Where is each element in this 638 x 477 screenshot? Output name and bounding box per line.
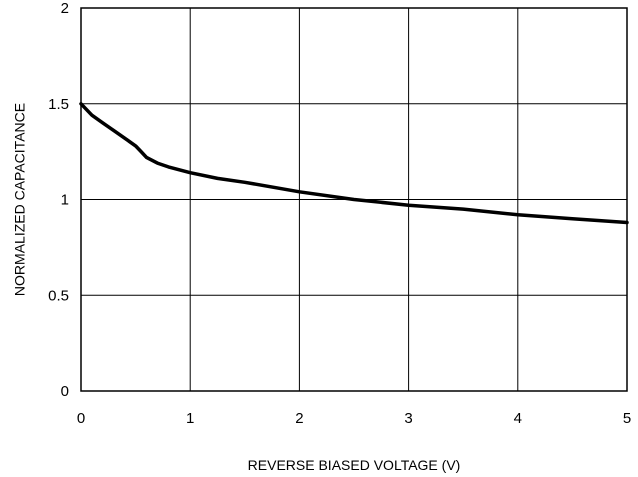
x-tick-label: 2 <box>295 410 303 427</box>
x-tick-label: 0 <box>77 410 85 427</box>
y-tick-label: 0.5 <box>48 287 69 304</box>
y-tick-label: 2 <box>61 0 69 17</box>
y-axis-label: NORMALIZED CAPACITANCE <box>12 103 28 296</box>
y-tick-label: 0 <box>61 383 69 400</box>
x-tick-label: 3 <box>404 410 412 427</box>
x-tick-label: 1 <box>186 410 194 427</box>
y-tick-labels: 0 0.5 1 1.5 2 <box>48 0 69 400</box>
x-tick-label: 5 <box>623 410 631 427</box>
y-tick-label: 1.5 <box>48 96 69 113</box>
x-tick-label: 4 <box>514 410 522 427</box>
plot-frame <box>80 7 628 392</box>
x-axis-label: REVERSE BIASED VOLTAGE (V) <box>248 457 461 473</box>
x-tick-labels: 0 1 2 3 4 5 <box>77 410 631 427</box>
y-tick-label: 1 <box>61 192 69 209</box>
capacitance-curve <box>79 102 629 225</box>
